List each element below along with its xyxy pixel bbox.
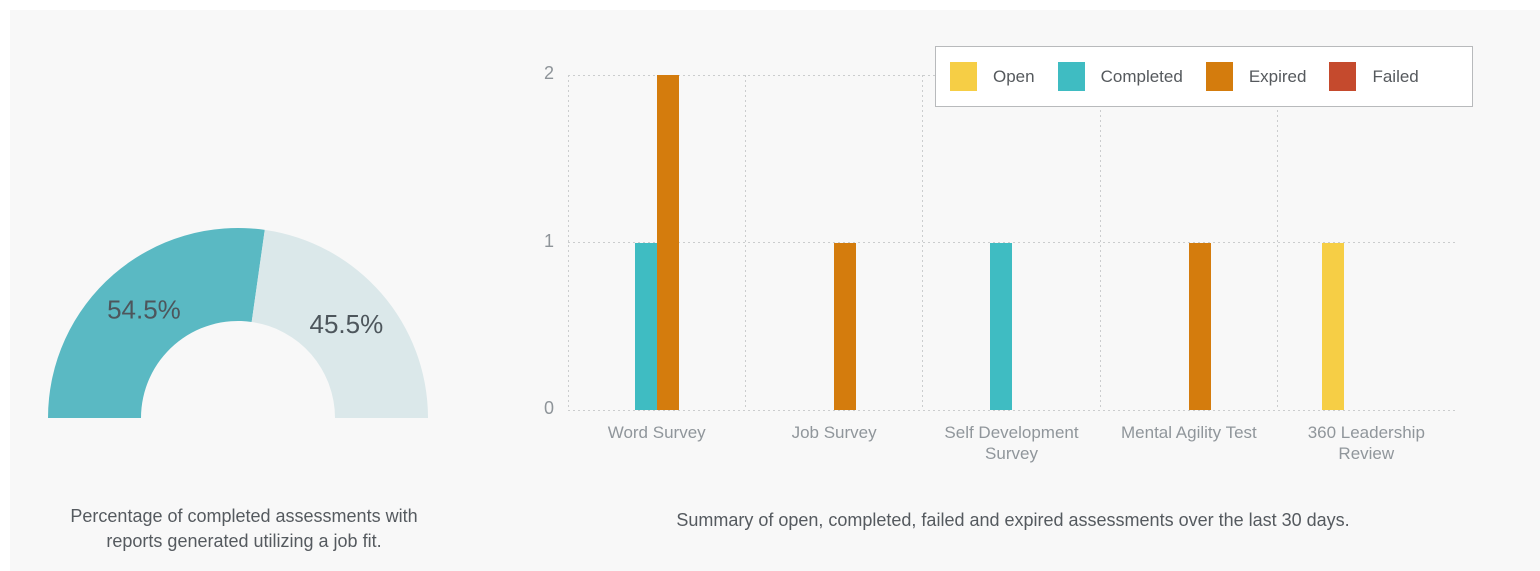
x-axis-label-job-survey: Job Survey <box>791 423 877 442</box>
y-axis-tick-1: 1 <box>543 230 554 251</box>
legend-item-open[interactable]: Open <box>950 62 1035 91</box>
chart-legend: Open Completed Expired Failed <box>935 46 1473 107</box>
gridline-x-4 <box>1277 75 1279 410</box>
x-axis-label-word-survey: Word Survey <box>607 423 706 442</box>
legend-label-expired: Expired <box>1248 66 1307 86</box>
legend-swatch-expired-icon <box>1205 62 1233 91</box>
bar-360-leadership-review-open <box>1322 242 1345 410</box>
gridline-x-3 <box>1099 75 1101 410</box>
legend-item-failed[interactable]: Failed <box>1329 62 1419 91</box>
x-axis-label-mental-agility-test: Mental Agility Test <box>1121 423 1257 442</box>
gridline-y-0 <box>568 409 1455 411</box>
bar-chart-plot: 0 1 2 Word Survey Job Survey Self Development… <box>544 63 1455 463</box>
gridline-x-1 <box>744 75 746 410</box>
legend-swatch-open-icon <box>950 62 977 91</box>
legend-label-failed: Failed <box>1372 66 1419 86</box>
legend-label-open: Open <box>993 66 1035 86</box>
legend-item-completed[interactable]: Completed <box>1057 62 1183 91</box>
legend-item-expired[interactable]: Expired <box>1205 62 1307 91</box>
bar-word-survey-expired <box>656 75 679 410</box>
y-axis-tick-2: 2 <box>543 63 554 83</box>
bar-mental-agility-test-expired <box>1188 242 1211 410</box>
bar-word-survey-completed <box>634 242 657 410</box>
gridline-x-0 <box>567 75 569 410</box>
gridline-x-2 <box>922 75 924 410</box>
gridline-y-1 <box>568 242 1455 243</box>
gauge-segment-label-0: 54.5% <box>107 295 181 325</box>
bar-chart-caption: Summary of open, completed, failed and e… <box>676 510 1350 530</box>
gauge-donut-chart: 54.5% 45.5% <box>48 228 428 418</box>
x-axis-label-360-leadership-review: 360 Leadership Review <box>1307 423 1425 463</box>
gauge-segment-label-1: 45.5% <box>310 309 384 339</box>
legend-swatch-completed-icon <box>1057 62 1085 91</box>
x-axis-label-self-development-survey: Self Development Survey <box>944 423 1079 463</box>
legend-label-completed: Completed <box>1100 66 1183 86</box>
bar-job-survey-expired <box>834 242 857 410</box>
legend-swatch-failed-icon <box>1329 62 1357 91</box>
bar-self-development-survey-completed <box>989 242 1012 410</box>
y-axis-tick-0: 0 <box>543 398 554 418</box>
gauge-segment-1 <box>251 229 428 418</box>
gauge-segment-0 <box>48 228 265 418</box>
gauge-caption: Percentage of completed assessments with… <box>70 506 418 551</box>
assessments-dashboard-panel: 54.5% 45.5% Percentage of completed asses… <box>10 10 1540 571</box>
